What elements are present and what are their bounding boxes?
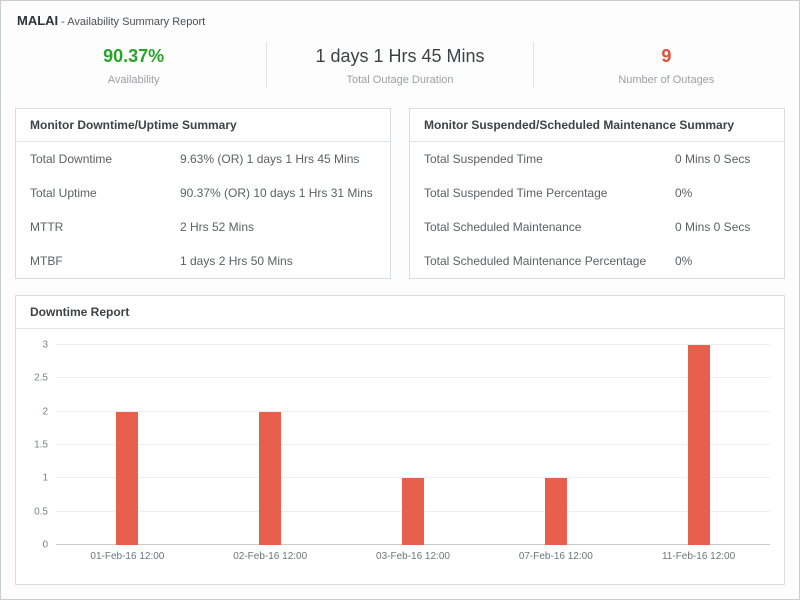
- downtime-bar[interactable]: [116, 411, 139, 545]
- y-tick-label: 2.5: [34, 372, 48, 384]
- gridline: [56, 477, 770, 479]
- downtime-report-title: Downtime Report: [16, 296, 784, 329]
- x-tick-label: 07-Feb-16 12:00: [518, 551, 593, 562]
- bar-cell: [199, 345, 342, 545]
- chart-bars: [56, 345, 770, 545]
- row-label: MTTR: [30, 220, 64, 234]
- gridline: [56, 410, 770, 412]
- x-tick-label: 03-Feb-16 12:00: [376, 551, 450, 562]
- table-row: Total Downtime 9.63% (OR) 1 days 1 Hrs 4…: [16, 142, 390, 176]
- downtime-bar[interactable]: [544, 478, 567, 545]
- table-row: MTBF 1 days 2 Hrs 50 Mins: [16, 244, 390, 278]
- downtime-uptime-summary-title: Monitor Downtime/Uptime Summary: [16, 109, 390, 142]
- downtime-bar[interactable]: [401, 478, 424, 545]
- table-row: Total Uptime 90.37% (OR) 10 days 1 Hrs 3…: [16, 176, 390, 210]
- stat-availability-value: 90.37%: [103, 46, 165, 66]
- stats-row: 90.37% Availability 1 days 1 Hrs 45 Mins…: [1, 34, 799, 100]
- bar-cell: [342, 345, 485, 545]
- downtime-uptime-summary-panel: Monitor Downtime/Uptime Summary Total Do…: [15, 108, 391, 279]
- table-row: Total Suspended Time 0 Mins 0 Secs: [410, 142, 784, 176]
- row-label: Total Scheduled Maintenance Percentage: [424, 254, 647, 268]
- report-header: MALAI - Availability Summary Report: [1, 1, 799, 34]
- stat-outage-count: 9 Number of Outages: [534, 40, 799, 90]
- chart-plot: [56, 344, 770, 545]
- suspended-maintenance-summary-title: Monitor Suspended/Scheduled Maintenance …: [410, 109, 784, 142]
- gridline: [56, 344, 770, 345]
- row-value: 90.37% (OR) 10 days 1 Hrs 31 Mins: [180, 186, 373, 200]
- y-tick-label: 0.5: [34, 506, 48, 518]
- summary-panels-row: Monitor Downtime/Uptime Summary Total Do…: [15, 108, 785, 279]
- row-label: Total Suspended Time Percentage: [424, 186, 608, 200]
- table-row: Total Scheduled Maintenance 0 Mins 0 Sec…: [410, 210, 784, 244]
- gridline: [56, 444, 770, 445]
- report-title: - Availability Summary Report: [61, 16, 206, 28]
- stat-outage-duration: 1 days 1 Hrs 45 Mins Total Outage Durati…: [267, 40, 532, 90]
- stat-outage-duration-value: 1 days 1 Hrs 45 Mins: [315, 46, 485, 66]
- row-label: MTBF: [30, 254, 63, 268]
- row-value: 0%: [675, 186, 693, 200]
- stat-availability-label: Availability: [107, 74, 160, 86]
- x-tick-label: 01-Feb-16 12:00: [90, 551, 165, 562]
- downtime-bar[interactable]: [259, 411, 282, 545]
- table-row: Total Suspended Time Percentage 0%: [410, 176, 784, 210]
- stat-outage-count-value: 9: [661, 46, 672, 66]
- bar-cell: [484, 345, 627, 545]
- table-row: Total Scheduled Maintenance Percentage 0…: [410, 244, 784, 278]
- x-tick-label: 02-Feb-16 12:00: [233, 551, 308, 562]
- stat-outage-count-label: Number of Outages: [618, 74, 715, 86]
- bar-cell: [627, 345, 770, 545]
- downtime-report-panel: Downtime Report 0 0.5 1 1.5 2 2.5 3 01-Feb-16 …: [15, 295, 785, 585]
- row-value: 9.63% (OR) 1 days 1 Hrs 45 Mins: [180, 152, 360, 166]
- row-value: 1 days 2 Hrs 50 Mins: [180, 254, 293, 268]
- chart-y-axis: 0 0.5 1 1.5 2 2.5 3: [22, 340, 56, 551]
- x-tick-label: 11-Feb-16 12:00: [661, 551, 736, 562]
- stat-outage-duration-label: Total Outage Duration: [346, 74, 454, 86]
- y-tick-label: 0: [42, 539, 48, 551]
- chart-x-axis: 01-Feb-16 12:00 02-Feb-16 12:00 03-Feb-16 …: [56, 545, 784, 562]
- stat-availability: 90.37% Availability: [1, 40, 266, 90]
- row-label: Total Uptime: [30, 186, 97, 200]
- row-label: Total Downtime: [30, 152, 113, 166]
- bar-cell: [56, 345, 199, 545]
- stats-divider: [532, 42, 534, 88]
- gridline: [56, 377, 770, 379]
- suspended-maintenance-summary-panel: Monitor Suspended/Scheduled Maintenance …: [409, 108, 785, 279]
- row-value: 2 Hrs 52 Mins: [180, 220, 255, 234]
- y-tick-label: 3: [42, 339, 48, 351]
- table-row: MTTR 2 Hrs 52 Mins: [16, 210, 390, 244]
- monitor-name: MALAI: [17, 13, 59, 28]
- downtime-bar[interactable]: [687, 345, 710, 545]
- row-value: 0 Mins 0 Secs: [675, 152, 751, 166]
- row-value: 0 Mins 0 Secs: [675, 220, 751, 234]
- row-label: Total Scheduled Maintenance: [424, 220, 582, 234]
- row-value: 0%: [675, 254, 693, 268]
- y-tick-label: 2: [42, 406, 48, 418]
- y-tick-label: 1: [42, 472, 48, 484]
- row-label: Total Suspended Time: [424, 152, 543, 166]
- downtime-chart: 0 0.5 1 1.5 2 2.5 3: [16, 329, 784, 551]
- y-tick-label: 1.5: [34, 439, 48, 451]
- stats-divider: [266, 42, 268, 88]
